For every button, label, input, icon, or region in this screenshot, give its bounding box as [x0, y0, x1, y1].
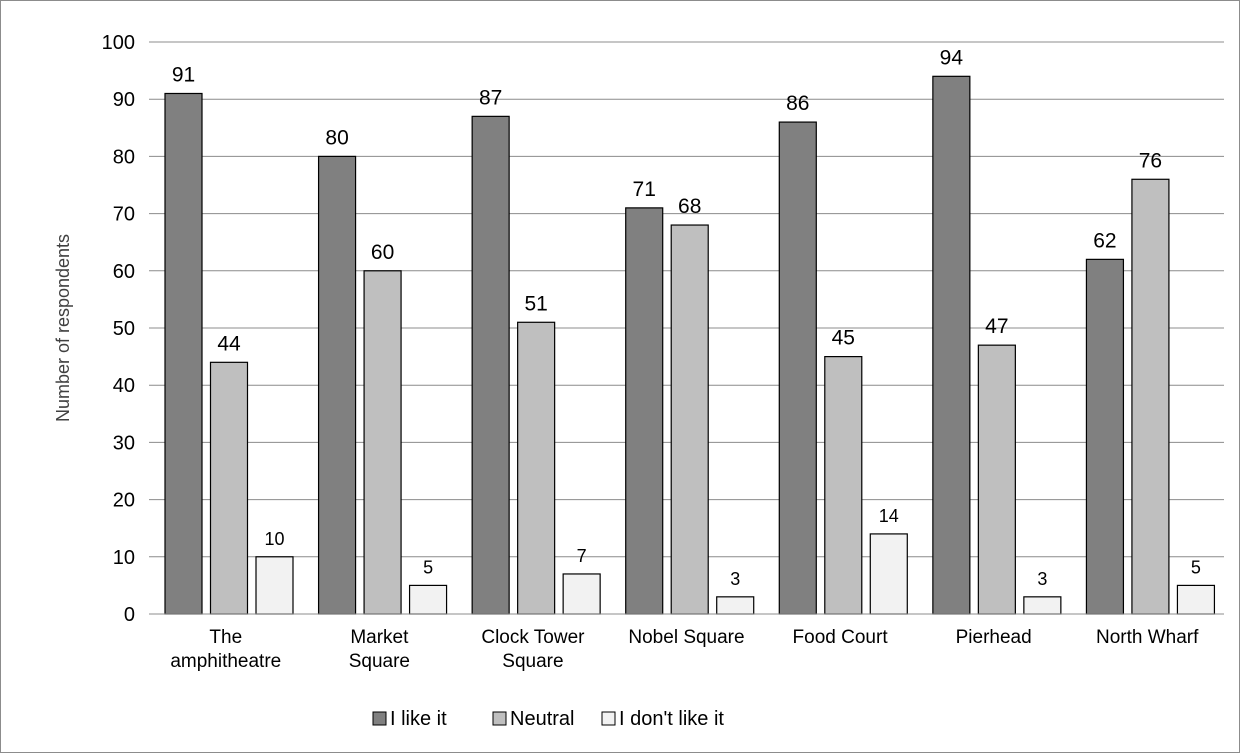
- bar: [977, 344, 1016, 615]
- legend-swatch: [492, 711, 507, 726]
- y-tick-label: 70: [113, 204, 135, 226]
- bar: [869, 533, 908, 615]
- bar: [716, 596, 755, 615]
- x-category-label: Food Court: [793, 627, 889, 648]
- data-label: 51: [524, 292, 547, 315]
- bar: [363, 270, 402, 615]
- x-category-label: Market Square: [349, 627, 410, 672]
- data-label: 94: [940, 46, 964, 69]
- bar: [317, 155, 357, 615]
- legend-swatch: [372, 711, 387, 726]
- data-label: 71: [633, 178, 656, 201]
- y-tick-label: 50: [113, 318, 135, 340]
- data-label: 47: [985, 315, 1008, 338]
- bar: [778, 121, 817, 615]
- y-tick-label: 0: [124, 604, 135, 626]
- data-label: 3: [1037, 569, 1047, 589]
- x-category-label: North Wharf: [1096, 627, 1199, 648]
- bar: [1085, 258, 1125, 615]
- bar: [209, 361, 249, 615]
- bar: [562, 573, 601, 615]
- data-label: 5: [1191, 557, 1201, 577]
- y-tick-label: 10: [113, 547, 135, 569]
- bars: [164, 75, 1216, 615]
- legend-item: Neutral: [492, 708, 574, 730]
- y-tick-label: 40: [113, 375, 135, 397]
- data-label: 5: [423, 557, 433, 577]
- bar: [824, 356, 863, 615]
- x-category-label: Clock Tower Square: [481, 627, 585, 672]
- bar: [408, 584, 448, 615]
- data-label: 7: [577, 546, 587, 566]
- data-label: 10: [264, 529, 284, 549]
- legend: I like it Neutral I don't like it: [372, 708, 724, 730]
- y-tick-label: 30: [113, 432, 135, 454]
- data-label: 76: [1139, 149, 1162, 172]
- bar: [1023, 596, 1062, 615]
- y-tick-label: 80: [113, 146, 135, 168]
- x-axis-categories: The amphitheatre Market Square Clock Tower Sq…: [170, 627, 1199, 672]
- data-label: 44: [217, 332, 241, 355]
- bar: [517, 321, 556, 615]
- y-axis-ticks: 0 10 20 30 40 50 60 70 80 90 100: [102, 32, 135, 626]
- data-label: 60: [371, 241, 394, 264]
- y-axis-title: Number of respondents: [53, 234, 73, 422]
- bar: [625, 207, 664, 615]
- data-label: 14: [879, 506, 899, 526]
- data-label: 87: [479, 86, 502, 109]
- legend-label: I don't like it: [619, 708, 724, 730]
- legend-item: I like it: [372, 708, 447, 730]
- bar: [1131, 178, 1170, 615]
- bar: [1176, 584, 1216, 615]
- legend-item: I don't like it: [601, 708, 724, 730]
- bar: [164, 92, 203, 615]
- legend-swatch: [601, 711, 616, 726]
- y-tick-label: 20: [113, 490, 135, 512]
- data-label: 86: [786, 92, 809, 115]
- data-label: 45: [832, 327, 855, 350]
- x-category-label: The amphitheatre: [170, 627, 281, 672]
- data-label: 91: [172, 63, 195, 86]
- bar: [932, 75, 971, 615]
- data-label: 68: [678, 195, 701, 218]
- y-tick-label: 100: [102, 32, 135, 54]
- bar: [471, 115, 510, 615]
- y-tick-label: 90: [113, 89, 135, 111]
- legend-label: I like it: [390, 708, 447, 730]
- data-label: 80: [325, 126, 348, 149]
- data-label: 62: [1093, 229, 1116, 252]
- x-category-label: Pierhead: [956, 627, 1032, 648]
- y-tick-label: 60: [113, 261, 135, 283]
- legend-label: Neutral: [510, 708, 574, 730]
- data-label: 3: [730, 569, 740, 589]
- bar: [670, 224, 709, 615]
- x-category-label: Nobel Square: [628, 627, 744, 648]
- bar: [255, 556, 294, 615]
